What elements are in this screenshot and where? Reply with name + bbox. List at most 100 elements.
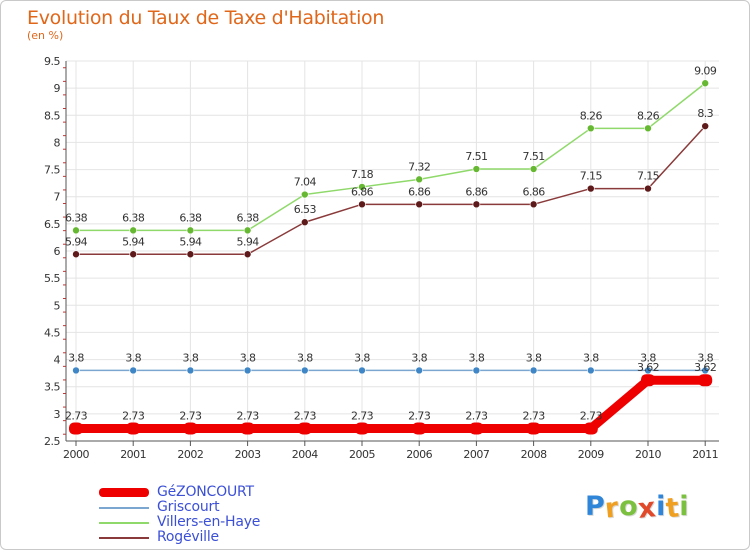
data-label-rog-ville: 7.15 xyxy=(580,170,603,183)
y-tick-label: 8 xyxy=(54,136,61,149)
data-label-rog-ville: 5.94 xyxy=(65,235,88,248)
data-point-rog-ville xyxy=(586,184,595,193)
data-point-g-zoncourt xyxy=(126,422,141,435)
data-point-rog-ville xyxy=(644,184,652,193)
data-label-villers-en-haye: 6.38 xyxy=(65,211,88,224)
series-line-villers-en-haye xyxy=(76,82,706,232)
series-line-rog-ville xyxy=(76,125,706,256)
y-tick-label: 4 xyxy=(54,354,61,367)
x-tick-label: 2000 xyxy=(63,448,89,461)
data-label-g-zoncourt: 2.73 xyxy=(523,410,546,423)
data-point-rog-ville xyxy=(72,250,80,259)
data-point-g-zoncourt xyxy=(297,422,312,435)
data-label-rog-ville: 7.15 xyxy=(637,170,660,183)
data-point-griscourt xyxy=(415,366,424,375)
data-point-griscourt xyxy=(701,366,710,375)
data-point-villers-en-haye xyxy=(472,165,481,173)
y-tick-label: 6.5 xyxy=(44,218,60,231)
data-label-rog-ville: 5.94 xyxy=(179,235,202,248)
data-point-griscourt xyxy=(472,366,481,375)
data-point-griscourt xyxy=(300,366,309,375)
legend-item: Rogéville xyxy=(99,530,260,545)
data-point-rog-ville xyxy=(186,250,195,259)
data-point-g-zoncourt xyxy=(355,422,369,435)
data-point-villers-en-haye xyxy=(415,175,424,184)
data-point-villers-en-haye xyxy=(300,190,309,199)
chart-subtitle: (en %) xyxy=(27,29,64,42)
logo-letter: x xyxy=(636,492,658,525)
x-tick-label: 2006 xyxy=(406,448,432,461)
legend-item: Villers-en-Haye xyxy=(99,515,260,530)
data-label-g-zoncourt: 2.73 xyxy=(580,410,603,423)
data-point-g-zoncourt xyxy=(641,374,655,387)
data-point-rog-ville xyxy=(529,200,538,209)
data-label-rog-ville: 6.53 xyxy=(294,203,317,216)
data-point-griscourt xyxy=(72,366,80,375)
data-point-rog-ville xyxy=(415,200,424,209)
data-label-griscourt: 3.8 xyxy=(411,351,427,364)
proxiti-logo: Proxiti xyxy=(585,491,689,525)
data-point-griscourt xyxy=(586,366,595,375)
data-point-g-zoncourt xyxy=(69,422,83,435)
x-tick-label: 2001 xyxy=(120,448,146,461)
data-label-rog-ville: 5.94 xyxy=(122,235,145,248)
x-tick-label: 2002 xyxy=(177,448,203,461)
y-tick-label: 7.5 xyxy=(44,164,60,177)
data-point-griscourt xyxy=(186,366,195,375)
x-tick-label: 2008 xyxy=(521,448,547,461)
legend-label: Griscourt xyxy=(157,499,220,515)
data-label-griscourt: 3.8 xyxy=(583,351,599,364)
data-label-griscourt: 3.8 xyxy=(183,351,199,364)
data-label-g-zoncourt: 3.62 xyxy=(637,361,659,374)
data-label-griscourt: 3.8 xyxy=(240,351,256,364)
x-tick-label: 2011 xyxy=(692,448,718,461)
data-label-g-zoncourt: 2.73 xyxy=(351,410,374,423)
legend-swatch xyxy=(99,521,149,524)
x-tick-label: 2007 xyxy=(463,448,489,461)
data-label-g-zoncourt: 2.73 xyxy=(65,410,88,423)
y-tick-label: 9.5 xyxy=(44,55,60,68)
data-point-griscourt xyxy=(644,366,652,375)
data-label-rog-ville: 6.86 xyxy=(465,185,488,198)
data-label-villers-en-haye: 7.51 xyxy=(523,150,545,163)
data-label-villers-en-haye: 8.26 xyxy=(637,109,660,122)
data-label-villers-en-haye: 6.38 xyxy=(122,211,145,224)
data-label-villers-en-haye: 7.04 xyxy=(294,176,317,189)
series-line-g-zoncourt xyxy=(76,375,706,434)
legend-swatch xyxy=(99,488,149,497)
y-tick-label: 5 xyxy=(54,299,61,312)
data-label-villers-en-haye: 6.38 xyxy=(179,211,202,224)
data-point-rog-ville xyxy=(243,250,252,259)
data-label-villers-en-haye: 7.51 xyxy=(465,150,487,163)
y-tick-label: 3.5 xyxy=(44,381,60,394)
data-point-g-zoncourt xyxy=(412,422,427,435)
data-point-g-zoncourt xyxy=(526,422,541,435)
data-point-g-zoncourt xyxy=(183,422,198,435)
data-label-rog-ville: 8.3 xyxy=(697,107,713,120)
y-tick-label: 8.5 xyxy=(44,109,60,122)
data-point-griscourt xyxy=(243,366,252,375)
y-tick-label: 3 xyxy=(54,408,61,421)
data-label-villers-en-haye: 7.18 xyxy=(351,168,374,181)
data-label-villers-en-haye: 8.26 xyxy=(580,109,603,122)
data-label-rog-ville: 6.86 xyxy=(351,185,374,198)
y-tick-label: 6 xyxy=(54,245,61,258)
data-label-g-zoncourt: 2.73 xyxy=(408,410,431,423)
y-tick-label: 5.5 xyxy=(44,272,60,285)
data-point-villers-en-haye xyxy=(72,226,80,235)
data-label-villers-en-haye: 6.38 xyxy=(237,211,260,224)
data-point-g-zoncourt xyxy=(698,374,713,387)
data-label-g-zoncourt: 2.73 xyxy=(465,410,488,423)
y-tick-label: 4.5 xyxy=(44,326,60,339)
data-point-villers-en-haye xyxy=(529,165,538,173)
data-label-griscourt: 3.8 xyxy=(297,351,313,364)
y-tick-label: 9 xyxy=(54,82,61,95)
logo-letter: i xyxy=(656,491,666,522)
data-point-griscourt xyxy=(529,366,538,375)
data-point-villers-en-haye xyxy=(186,226,195,235)
data-label-g-zoncourt: 2.73 xyxy=(179,410,202,423)
legend-swatch xyxy=(99,506,149,509)
y-tick-label: 7 xyxy=(54,191,61,204)
